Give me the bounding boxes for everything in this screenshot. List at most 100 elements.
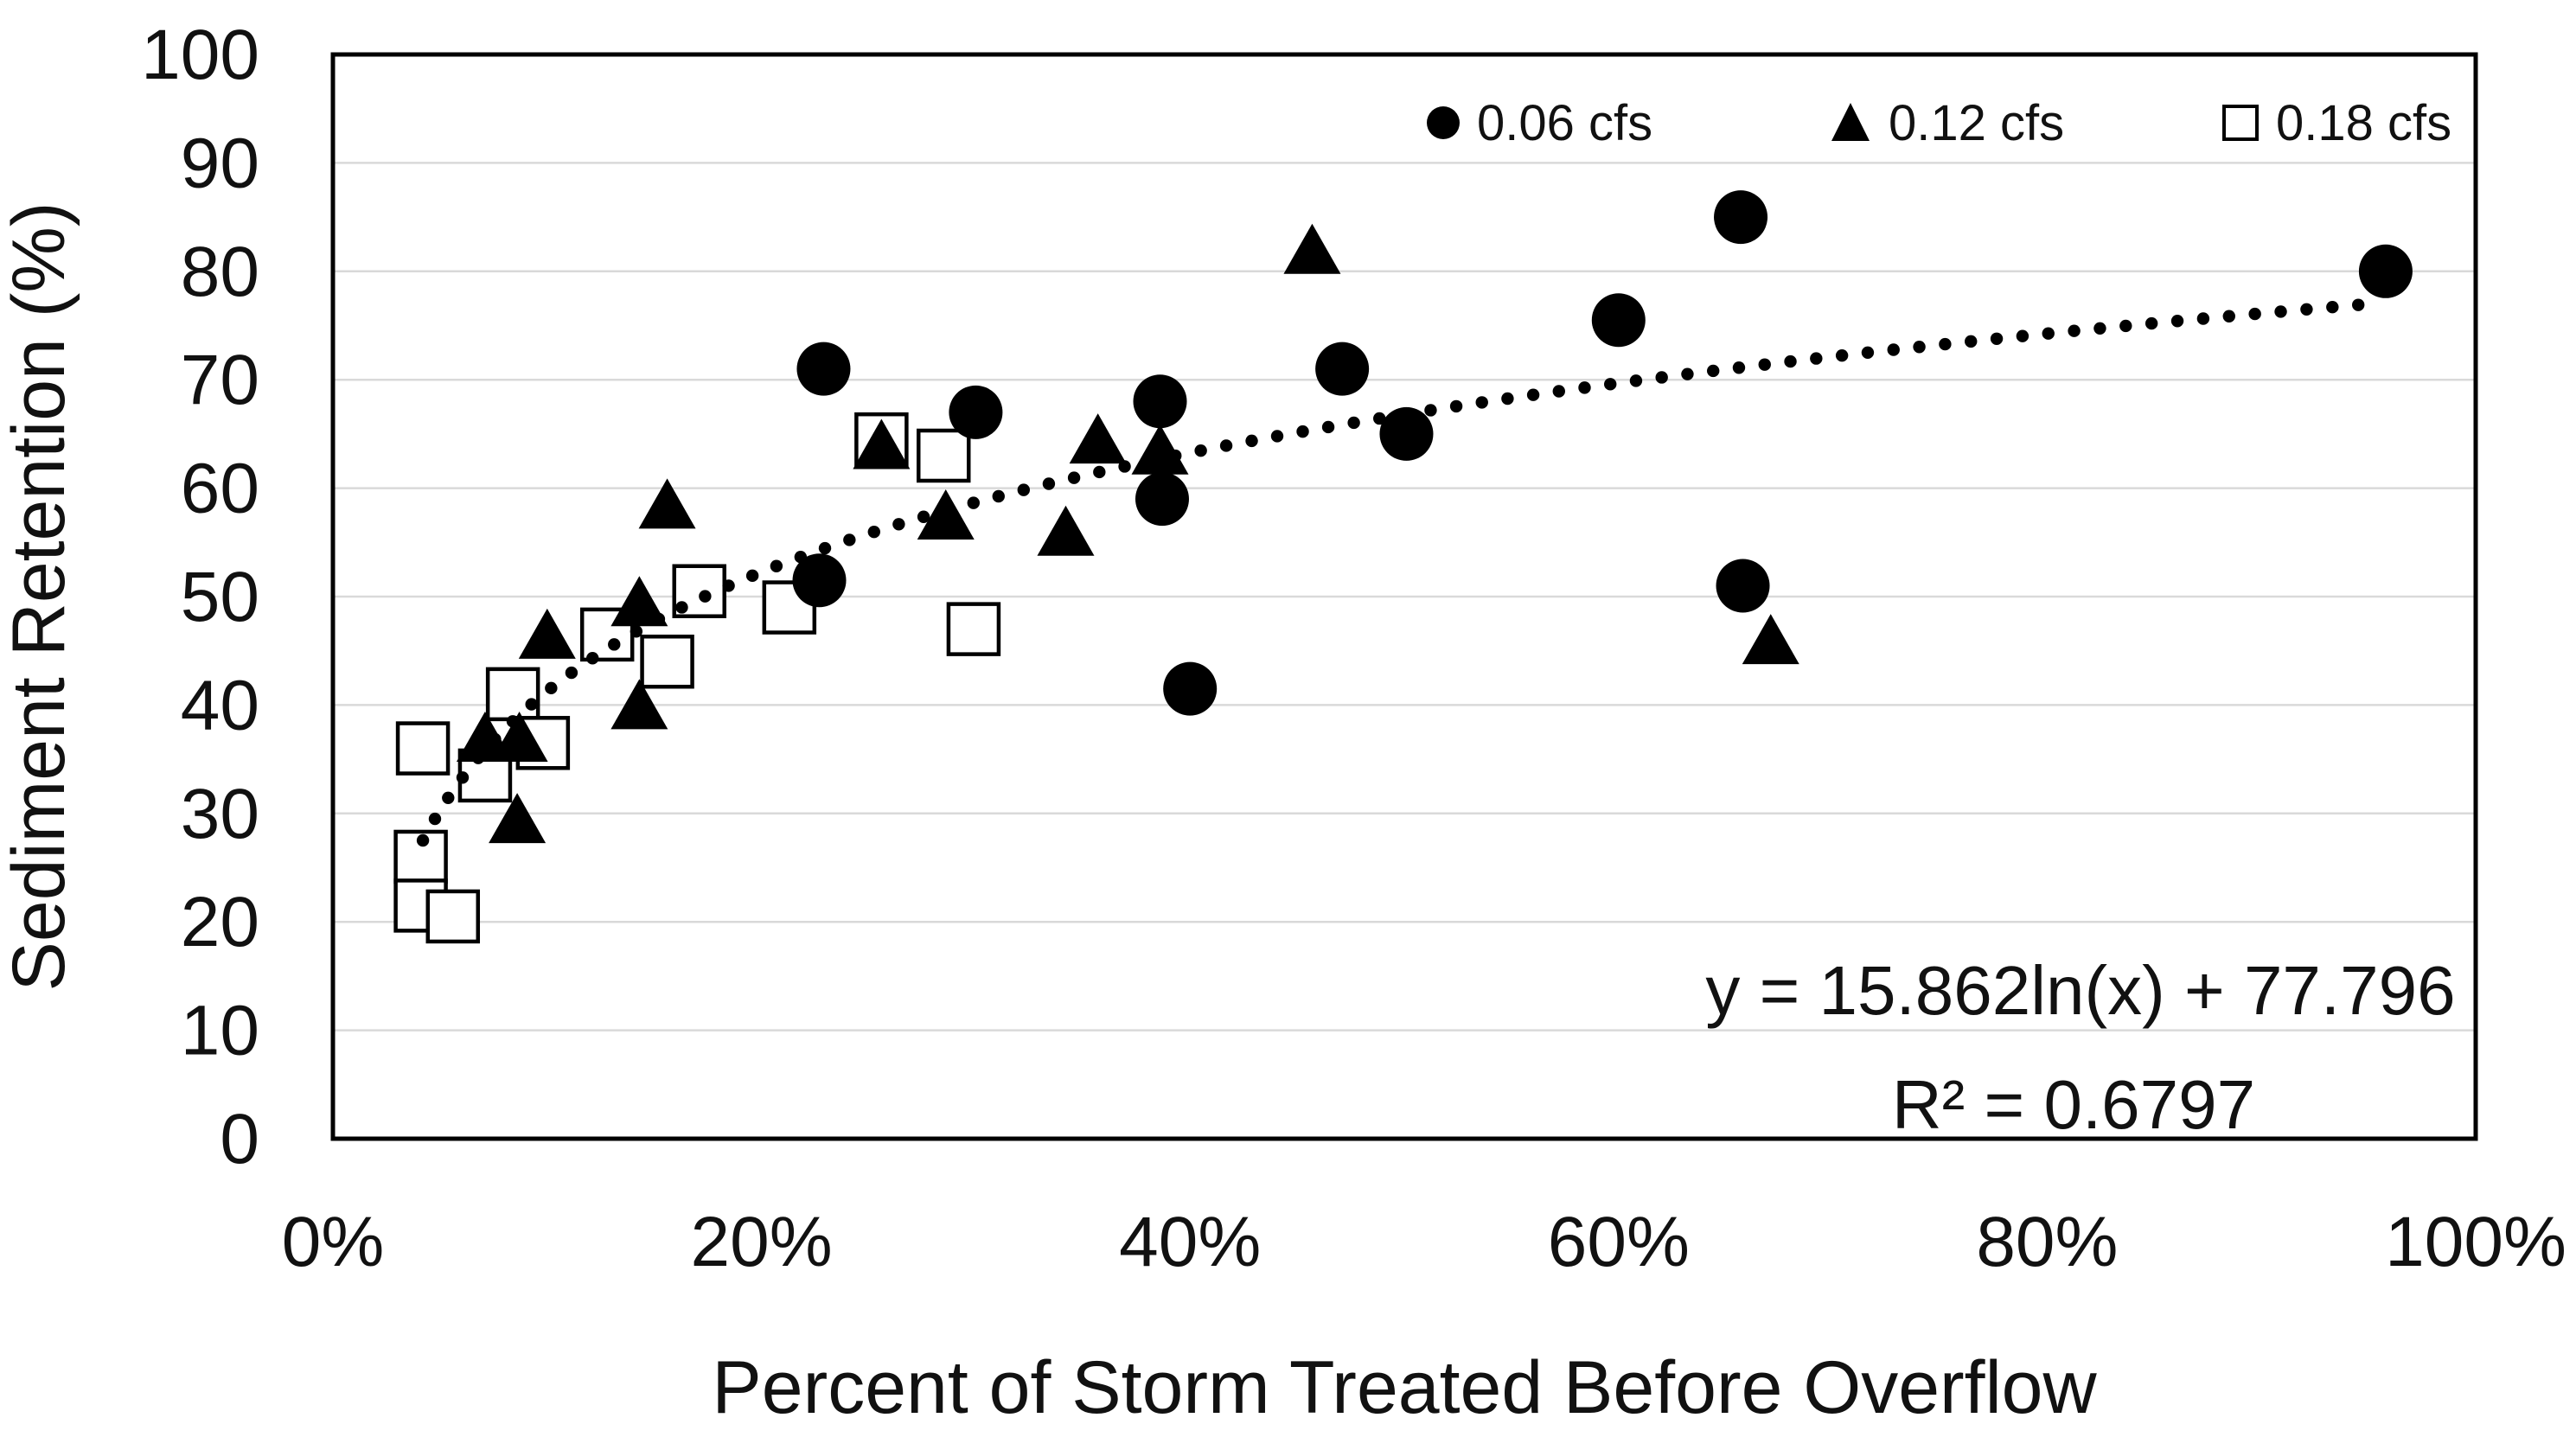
data-point-circle: [1716, 559, 1770, 613]
trendline-dot: [586, 652, 599, 665]
data-point-triangle: [1742, 614, 1799, 665]
trendline-dot: [1758, 358, 1771, 371]
trendline-dot: [2352, 298, 2365, 311]
trendline-dot: [545, 681, 558, 695]
trendline-dot: [2196, 312, 2210, 325]
x-tick-label-20: 20%: [691, 1203, 833, 1281]
data-point-circle: [1135, 472, 1189, 527]
y-tick-label-10: 10: [181, 992, 259, 1070]
data-point-triangle: [1283, 223, 1341, 274]
data-point-circle: [1714, 190, 1768, 245]
y-axis-title: Sediment Retention (%): [0, 202, 80, 992]
trendline-dot: [1169, 449, 1182, 463]
trendline-r-squared: R² = 0.6797: [1892, 1066, 2255, 1143]
data-point-triangle: [638, 478, 696, 529]
y-tick-label-100: 100: [141, 16, 259, 94]
trendline-dot: [2093, 322, 2106, 335]
trendline-dot: [1526, 388, 1540, 401]
trendline-dot: [608, 638, 621, 651]
y-tick-label-20: 20: [181, 883, 259, 961]
trendline-dot: [1913, 341, 1926, 354]
trendline-dot: [1194, 444, 1207, 457]
data-point-circle: [1163, 661, 1218, 716]
trendline-label: y = 15.862ln(x) + 77.796 R² = 0.6797: [1705, 952, 2455, 1143]
data-point-triangle: [518, 608, 576, 659]
x-tick-label-0: 0%: [282, 1203, 385, 1281]
trendline-dot: [1732, 361, 1746, 374]
y-tick-label-90: 90: [181, 124, 259, 202]
trendline-dot: [1887, 343, 1900, 356]
trendline-dot: [1042, 477, 1056, 490]
legend-label-012cfs: 0.12 cfs: [1889, 95, 2064, 151]
x-tick-label-100: 100%: [2385, 1203, 2566, 1281]
data-point-circle: [796, 342, 851, 396]
trendline-dot: [1552, 385, 1565, 398]
trendline-dot: [1373, 412, 1386, 425]
trendline-dot: [1296, 425, 1309, 438]
trendline-dot: [1629, 374, 1643, 387]
trendline-dot: [416, 833, 430, 847]
trendline-dot: [1578, 381, 1591, 394]
data-point-circle: [2358, 244, 2413, 298]
trendline-dot: [2016, 329, 2029, 342]
y-tick-label-80: 80: [181, 233, 259, 311]
trendline-dot: [867, 525, 880, 539]
data-point-circle: [1379, 406, 1434, 461]
y-tick-label-50: 50: [181, 558, 259, 636]
trendline-dot: [794, 550, 808, 564]
y-tick-label-70: 70: [181, 341, 259, 419]
trendline-dot: [565, 666, 578, 680]
trendline-dot: [917, 510, 930, 523]
trendline-dot: [1093, 465, 1106, 479]
trendline-dot: [1861, 346, 1875, 360]
trendline-dot: [506, 715, 520, 728]
trendline-dot: [1784, 354, 1797, 368]
trendline-dot: [2274, 305, 2287, 318]
trendline-dot: [1835, 348, 1849, 362]
trendline-dot: [818, 541, 832, 555]
data-point-square: [395, 721, 451, 776]
trendline-dot: [456, 771, 470, 784]
trendline-dot: [1017, 483, 1031, 496]
trendline-dot: [1321, 420, 1335, 434]
trendline-dot: [1449, 399, 1463, 413]
trendline-dot: [442, 791, 455, 804]
trendline-dot: [1810, 352, 1823, 365]
data-point-circle: [792, 553, 847, 608]
trendline-dot: [967, 496, 980, 509]
legend-marker-triangle-icon: [1831, 103, 1870, 141]
trendline-dot: [1398, 407, 1412, 421]
data-point-square: [425, 889, 481, 944]
trendline-dot: [1270, 430, 1284, 443]
trendline-dot: [2326, 301, 2339, 314]
trendline-dot: [675, 601, 688, 614]
trendline-dot: [1501, 392, 1514, 406]
x-tick-label-40: 40%: [1119, 1203, 1261, 1281]
legend-label-006cfs: 0.06 cfs: [1477, 95, 1652, 151]
y-tick-label-40: 40: [181, 666, 259, 744]
trendline-dot: [2248, 307, 2261, 321]
data-point-triangle: [853, 418, 911, 469]
data-point-triangle: [489, 793, 547, 844]
trendline-dot: [699, 590, 712, 603]
trendline-dot: [843, 533, 856, 546]
trendline-dot: [1143, 455, 1157, 468]
trendline-dot: [1245, 434, 1258, 448]
data-point-triangle: [490, 712, 548, 763]
data-point-square: [916, 428, 971, 483]
trendline-dot: [1219, 439, 1233, 452]
data-point-triangle: [610, 576, 668, 627]
trendline-dot: [2042, 327, 2055, 340]
trendline-dot: [489, 732, 502, 746]
trendline-dot: [745, 569, 759, 583]
trendline-dot: [1706, 364, 1720, 378]
y-axis-tick-labels: 0 10 20 30 40 50 60 70 80 90 100: [141, 16, 259, 1178]
x-tick-label-80: 80%: [1976, 1203, 2118, 1281]
y-tick-label-30: 30: [181, 775, 259, 853]
trendline-dot: [2145, 316, 2158, 330]
trendline-dot: [1424, 404, 1437, 417]
trendline-dotted: [416, 298, 2365, 847]
y-tick-label-0: 0: [220, 1100, 259, 1178]
trendline-dot: [652, 612, 666, 626]
